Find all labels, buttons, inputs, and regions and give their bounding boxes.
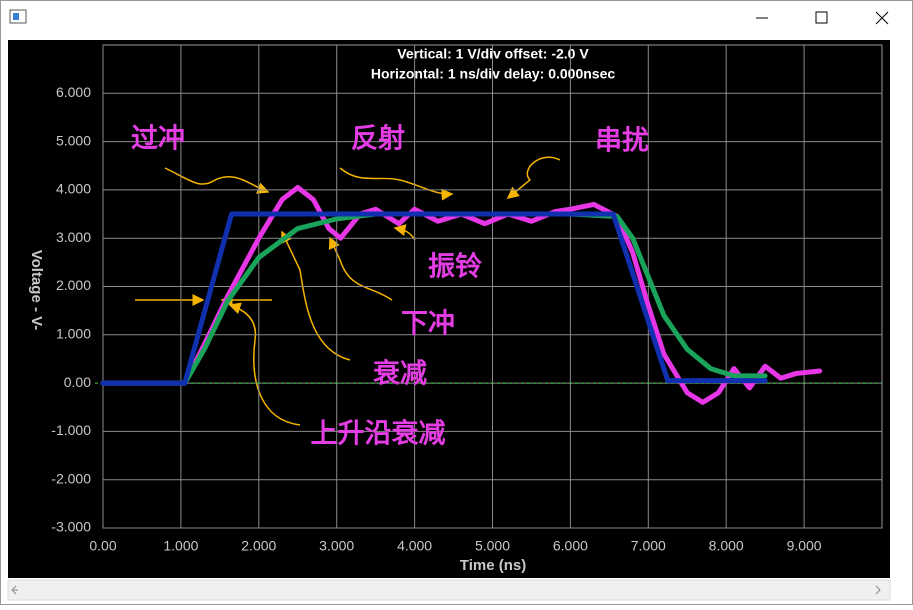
x-tick-label: 7.000 [631, 538, 666, 554]
x-tick-label: 6.000 [553, 538, 588, 554]
annotation: 过冲 [131, 124, 185, 155]
annotation: 振铃 [428, 252, 482, 283]
x-tick-label: 9.000 [787, 538, 822, 554]
arrow [164, 167, 270, 194]
x-axis-label: Time (ns) [460, 557, 526, 574]
annotation: 衰减 [373, 358, 427, 390]
x-tick-label: 5.000 [475, 538, 510, 554]
y-tick-label: 2.000 [56, 277, 91, 293]
annotation: 上升沿衰减 [311, 418, 446, 450]
x-tick-label: 8.000 [709, 538, 744, 554]
x-tick-label: 1.000 [163, 538, 198, 554]
y-tick-label: 4.000 [56, 181, 91, 197]
y-tick-label: -2.000 [51, 470, 91, 486]
arrow [339, 167, 454, 201]
x-tick-label: 3.000 [319, 538, 354, 554]
y-tick-label: 3.000 [56, 229, 91, 245]
y-tick-label: -1.000 [51, 422, 91, 438]
annotation: 反射 [351, 124, 405, 155]
y-tick-label: 5.000 [56, 132, 91, 148]
y-tick-label: -3.000 [51, 519, 91, 535]
x-tick-label: 4.000 [397, 538, 432, 554]
header-vertical: Vertical: 1 V/div offset: -2.0 V [397, 46, 589, 62]
y-tick-label: 0.00 [64, 374, 91, 390]
maximize-button[interactable] [815, 11, 828, 24]
arrow [506, 156, 561, 199]
scrollbar[interactable] [7, 579, 891, 601]
y-tick-label: 1.000 [56, 326, 91, 342]
x-tick-label: 2.000 [241, 538, 276, 554]
header-horizontal: Horizontal: 1 ns/div delay: 0.000nsec [371, 66, 616, 82]
close-button[interactable] [875, 11, 889, 25]
y-tick-label: 6.000 [56, 84, 91, 100]
annotation: 串扰 [595, 126, 649, 157]
x-tick-label: 0.00 [89, 538, 116, 554]
scope-panel [8, 40, 890, 578]
app-icon-inner [13, 13, 19, 20]
arrow [228, 302, 301, 426]
arrow [328, 236, 393, 301]
y-axis-label: Voltage - V- [28, 250, 45, 331]
annotation: 下冲 [401, 309, 455, 340]
signal-line [100, 211, 768, 386]
scroll-left[interactable] [11, 585, 18, 595]
scroll-right[interactable] [875, 585, 881, 595]
